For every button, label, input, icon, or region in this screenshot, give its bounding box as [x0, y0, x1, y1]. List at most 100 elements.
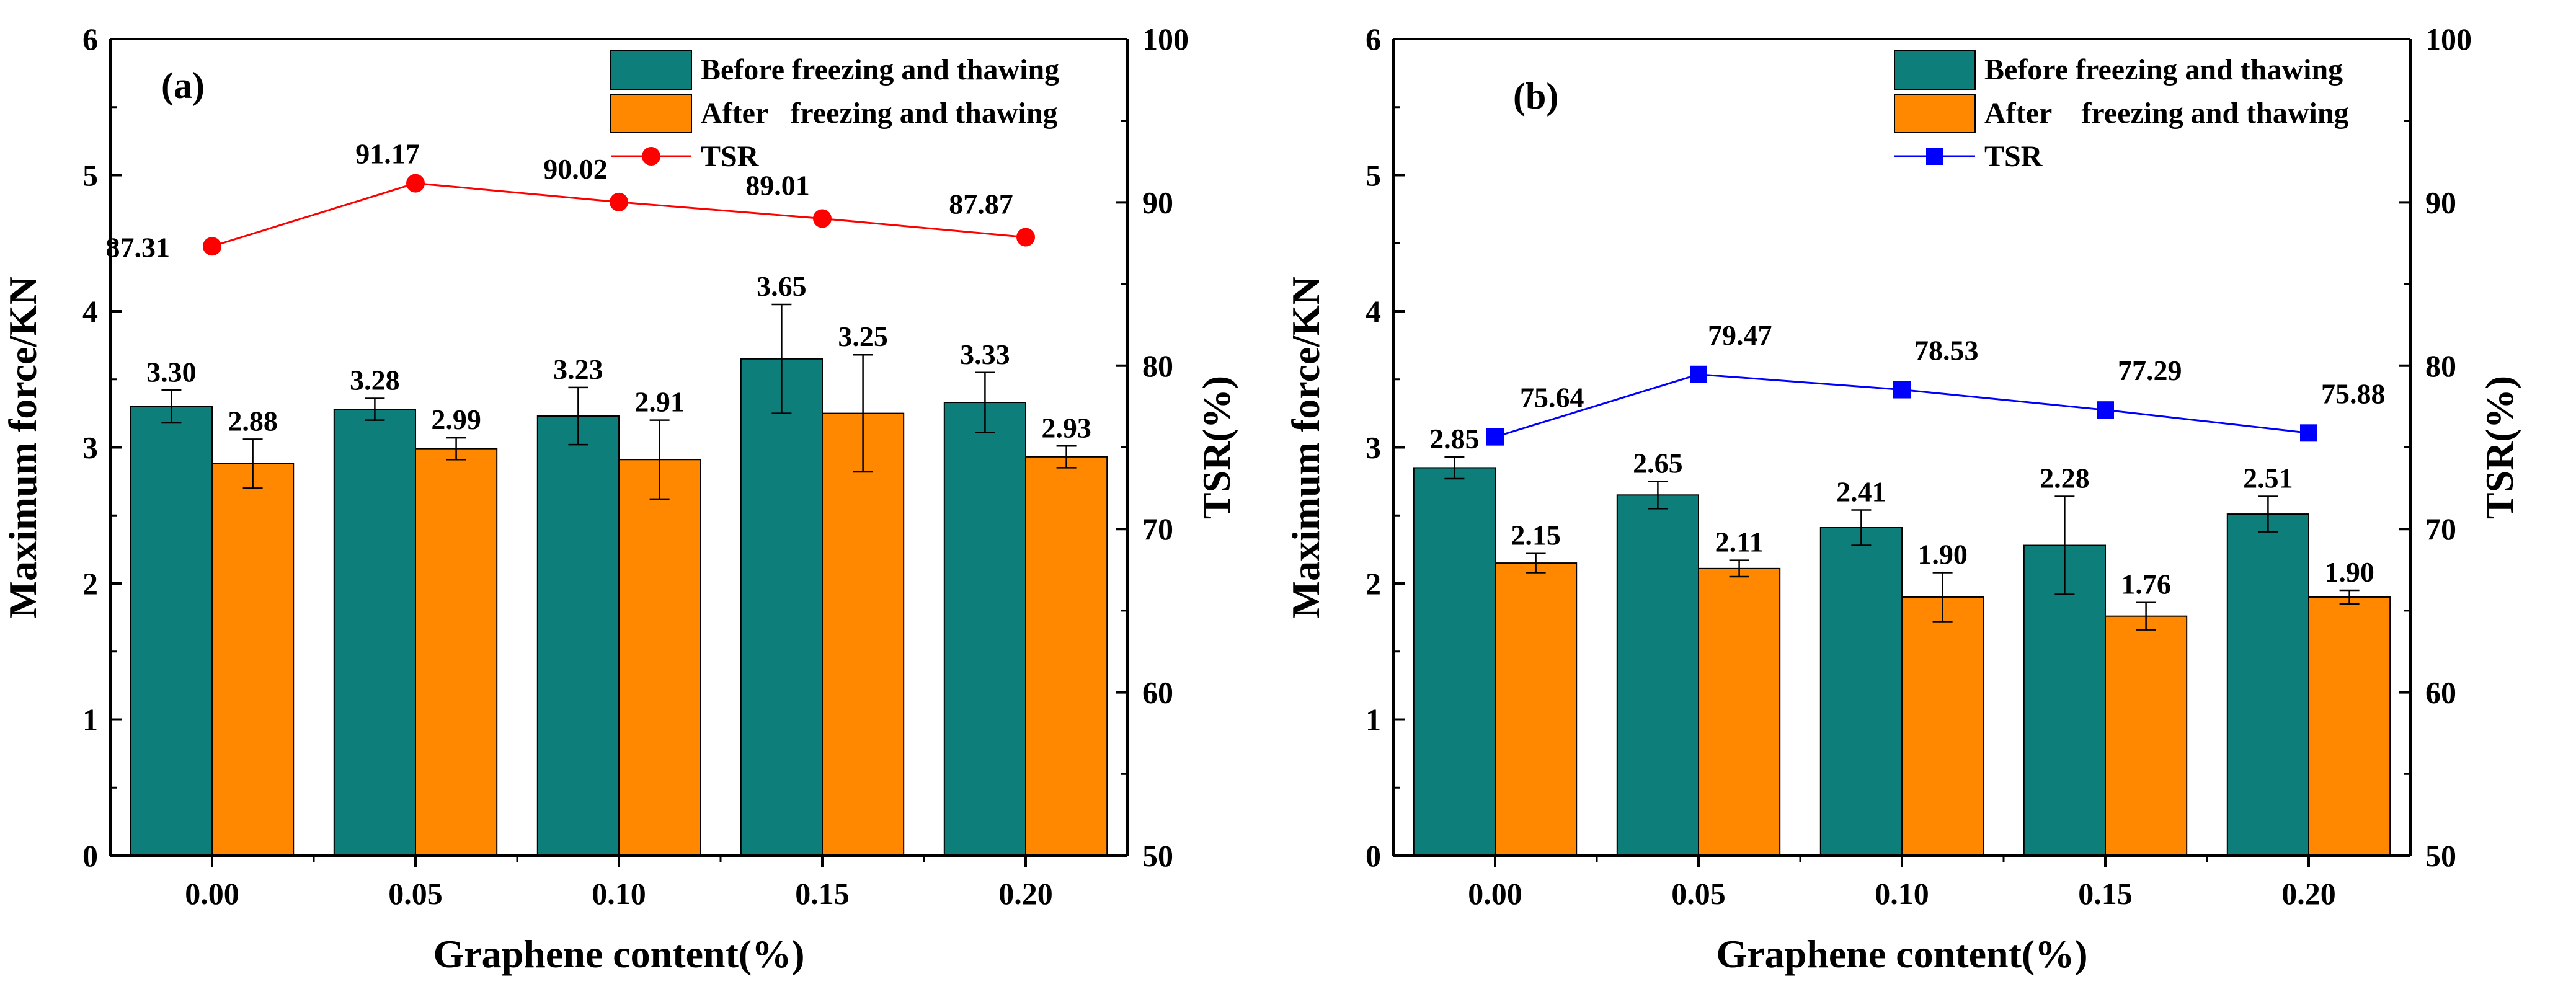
y2-axis-title: TSR(%)	[2477, 376, 2521, 519]
y-tick-label: 3	[1366, 430, 1381, 465]
y2-tick-label: 80	[2425, 348, 2456, 383]
legend-label-before: Before freezing and thawing	[1984, 53, 2343, 86]
y-tick-label: 3	[82, 430, 98, 465]
x-axis-title: Graphene content(%)	[433, 932, 804, 976]
data-label-before-0: 3.30	[146, 356, 197, 388]
legend-label-after: After freezing and thawing	[1984, 97, 2349, 130]
bar-after-3	[822, 412, 905, 856]
data-label-before-1: 3.28	[350, 364, 400, 396]
legend-marker-tsr	[1926, 148, 1943, 165]
tsr-marker-0	[1486, 428, 1504, 446]
y2-tick-label: 100	[1142, 22, 1189, 56]
data-label-before-0: 2.85	[1429, 423, 1480, 454]
data-label-before-4: 3.33	[960, 339, 1010, 370]
x-tick-label: 0.20	[2281, 876, 2336, 911]
bar-after-4	[1025, 456, 1108, 856]
bar-after-1	[1698, 567, 1781, 856]
x-tick-label: 0.00	[1468, 876, 1522, 911]
y2-axis-title: TSR(%)	[1194, 376, 1238, 519]
tsr-label-3: 89.01	[745, 169, 810, 201]
y2-tick-label: 90	[1142, 185, 1173, 219]
x-tick-label: 0.00	[185, 876, 239, 911]
y-tick-label: 5	[1366, 158, 1381, 193]
y-axis-title: Maximum force/KN	[1284, 277, 1328, 619]
x-tick-label: 0.05	[1671, 876, 1726, 911]
legend-swatch-before	[1894, 50, 1976, 90]
data-label-after-1: 2.99	[431, 404, 481, 435]
bar-before-2	[1819, 527, 1903, 856]
legend-label-tsr: TSR	[701, 140, 760, 173]
data-label-after-2: 2.91	[634, 386, 685, 418]
y-tick-label: 2	[1366, 566, 1381, 601]
bar-before-4	[2226, 513, 2310, 856]
y-tick-label: 5	[82, 158, 98, 193]
y-tick-label: 0	[82, 838, 98, 873]
bar-before-1	[1616, 494, 1700, 856]
x-tick-label: 0.15	[795, 876, 850, 911]
y2-tick-label: 60	[2425, 675, 2456, 710]
legend: Before freezing and thawing After freezin…	[1894, 50, 2349, 173]
bar-before-0	[1413, 467, 1496, 856]
bar-before-0	[130, 406, 213, 856]
tsr-label-1: 79.47	[1708, 319, 1772, 351]
tsr-label-2: 78.53	[1914, 335, 1979, 366]
chart-panel-a: 3.30 3.28 3.23 3.65 3.33 2.88 2.99 2.91 3.25 2.93…	[1, 22, 1238, 976]
y-tick-label: 0	[1366, 838, 1381, 873]
legend-label-after: After freezing and thawing	[701, 97, 1058, 130]
y-tick-label: 6	[82, 22, 98, 56]
bar-after-2	[618, 459, 701, 856]
tsr-label-4: 87.87	[949, 188, 1013, 220]
y2-tick-label: 50	[2425, 838, 2456, 873]
y2-tick-label: 80	[1142, 348, 1173, 383]
tsr-marker-2	[1893, 381, 1911, 399]
y2-tick-label: 60	[1142, 675, 1173, 710]
panel-label: (b)	[1513, 76, 1558, 117]
legend-swatch-after	[1894, 94, 1976, 133]
tsr-label-0: 87.31	[106, 231, 171, 263]
tsr-label-0: 75.64	[1520, 382, 1584, 414]
tsr-label-2: 90.02	[543, 153, 608, 185]
legend-swatch-after	[610, 94, 692, 133]
chart-panel-b: 2.85 2.65 2.41 2.28 2.51 2.15 2.11 1.90 1.76 1.90…	[1284, 22, 2521, 976]
bar-after-2	[1901, 596, 1984, 856]
data-label-after-1: 2.11	[1715, 526, 1764, 558]
data-label-before-2: 2.41	[1836, 476, 1886, 507]
tsr-marker-1	[1690, 365, 1707, 383]
bar-after-0	[1495, 562, 1578, 856]
bar-after-3	[2105, 615, 2188, 856]
data-label-after-4: 1.90	[2324, 556, 2374, 588]
data-label-before-3: 2.28	[2040, 463, 2090, 494]
legend-swatch-before	[610, 50, 692, 90]
data-label-before-4: 2.51	[2243, 463, 2293, 494]
legend-label-before: Before freezing and thawing	[701, 53, 1059, 86]
tsr-label-3: 77.29	[2118, 355, 2182, 386]
x-axis-title: Graphene content(%)	[1716, 932, 2087, 976]
tsr-label-4: 75.88	[2321, 378, 2386, 409]
data-label-after-3: 3.25	[838, 321, 888, 352]
bar-after-4	[2308, 596, 2391, 856]
data-label-before-3: 3.65	[757, 270, 807, 302]
bar-before-4	[943, 402, 1027, 856]
bar-before-2	[536, 415, 620, 856]
y-tick-label: 2	[82, 566, 98, 601]
data-label-after-2: 1.90	[1917, 538, 1968, 570]
y2-tick-label: 70	[2425, 512, 2456, 546]
y-tick-label: 1	[82, 703, 98, 737]
bar-before-1	[333, 409, 416, 856]
y2-tick-label: 90	[2425, 185, 2456, 219]
bar-before-3	[740, 358, 824, 856]
y-axis-title: Maximum force/KN	[1, 277, 45, 619]
tsr-marker-4	[1016, 228, 1035, 247]
data-label-after-3: 1.76	[2121, 569, 2171, 600]
bar-before-3	[2023, 544, 2107, 856]
y-tick-label: 1	[1366, 703, 1381, 737]
y2-tick-label: 70	[1142, 512, 1173, 546]
tsr-label-1: 91.17	[355, 138, 420, 170]
x-tick-label: 0.10	[1875, 876, 1929, 911]
x-tick-label: 0.05	[388, 876, 443, 911]
panel-label: (a)	[161, 65, 205, 106]
y-tick-label: 6	[1366, 22, 1381, 56]
data-label-after-0: 2.88	[228, 405, 278, 437]
